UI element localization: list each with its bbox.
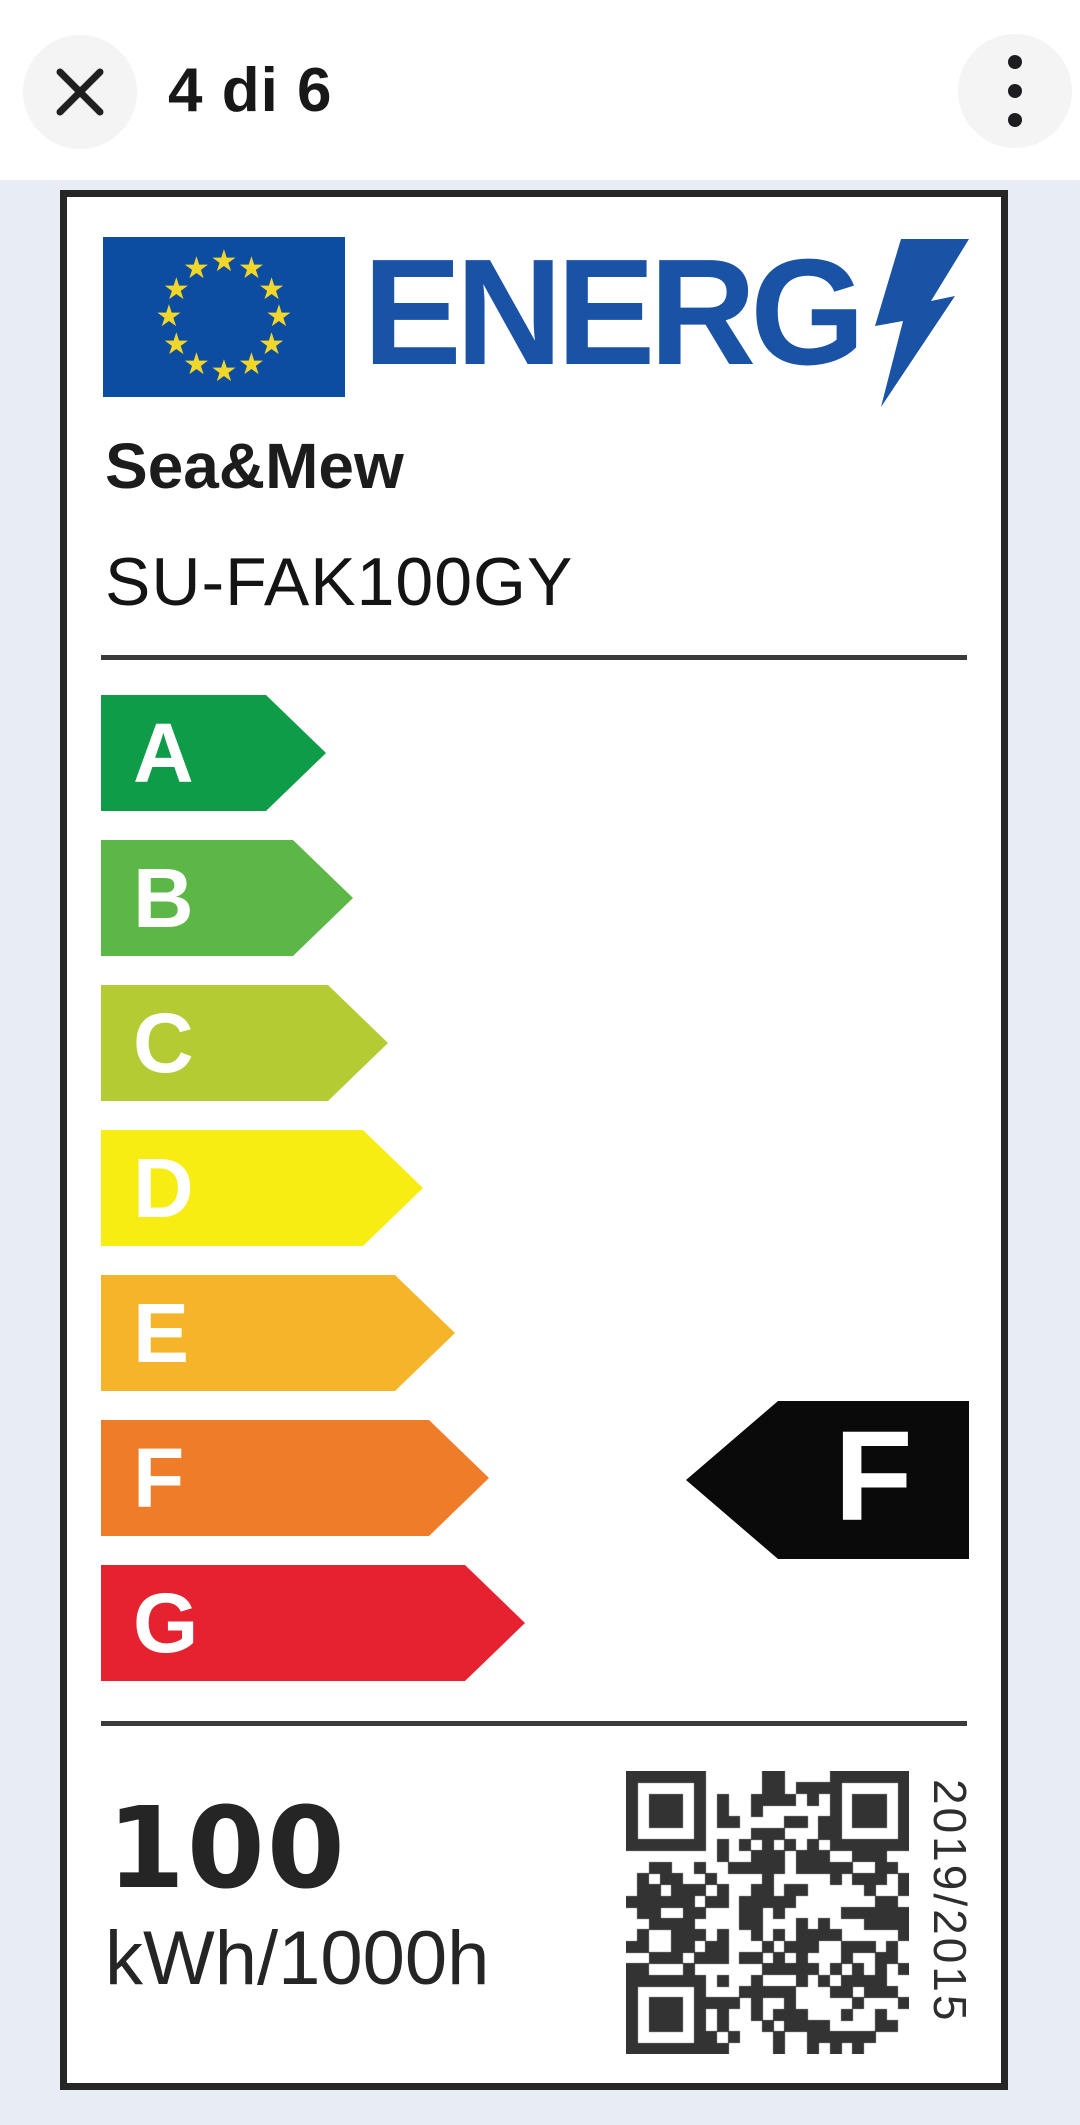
energy-class-row-B: B [101,840,661,956]
eu-flag-star: ★ [183,347,210,381]
divider-bottom [101,1721,967,1726]
image-viewer-header: 4 di 6 [0,0,1080,180]
energ-logo-text: ENERG [363,228,865,397]
divider-top [101,655,967,660]
consumption-unit: kWh/1000h [105,1916,490,2001]
energy-class-arrow-A: A [101,695,326,811]
energy-class-letter: G [133,1576,199,1670]
eu-flag-star: ★ [162,327,190,361]
energy-class-row-D: D [101,1130,661,1246]
eu-flag: ★ ★ ★ ★ ★ ★ ★ ★ ★ ★ ★ ★ [103,237,345,397]
eu-flag-star: ★ [155,300,183,333]
more-options-button[interactable] [958,34,1072,148]
regulation-reference: 2019/2015 [924,1779,976,2024]
qr-code [626,1771,909,2054]
brand-name: Sea&Mew [105,430,404,502]
eu-flag-star: ★ [238,252,265,286]
eu-flag-star: ★ [258,327,286,361]
model-number: SU-FAK100GY [105,544,574,620]
eu-flag-star: ★ [162,272,190,306]
energy-class-row-F: F [101,1420,661,1536]
lightning-bolt-icon [873,239,969,407]
page-counter: 4 di 6 [168,55,333,125]
energy-class-letter: C [133,996,194,1090]
energy-class-row-G: G [101,1565,661,1681]
eu-flag-star: ★ [210,355,238,388]
eu-flag-star: ★ [258,272,286,306]
energy-class-letter: D [133,1141,194,1235]
eu-flag-star: ★ [210,245,238,278]
consumption-value: 100 [107,1784,347,1914]
kebab-menu-icon [1008,55,1022,69]
rating-indicator-arrow: F [686,1401,969,1559]
energy-class-row-C: C [101,985,661,1101]
energy-class-row-E: E [101,1275,661,1391]
energy-class-row-A: A [101,695,661,811]
energy-class-arrow-G: G [101,1565,525,1681]
energy-class-arrow-E: E [101,1275,455,1391]
energy-class-letter: A [133,706,194,800]
product-image-area[interactable]: ★ ★ ★ ★ ★ ★ ★ ★ ★ ★ ★ ★ ENERG Sea&Mew SU-FAK100GY A… [0,180,1080,2125]
close-button[interactable] [23,35,137,149]
eu-flag-star: ★ [183,252,210,286]
energy-class-arrow-D: D [101,1130,423,1246]
eu-flag-star: ★ [238,347,265,381]
energy-class-arrow-B: B [101,840,353,956]
energy-class-letter: F [133,1431,185,1525]
energy-class-arrow-F: F [101,1420,489,1536]
energy-class-arrow-C: C [101,985,388,1101]
rating-letter: F [834,1405,913,1548]
energy-class-letter: B [133,851,194,945]
energy-class-letter: E [133,1286,190,1380]
energy-label-card: ★ ★ ★ ★ ★ ★ ★ ★ ★ ★ ★ ★ ENERG Sea&Mew SU-FAK100GY A… [60,190,1008,2090]
eu-flag-star: ★ [265,300,293,333]
close-icon [48,60,112,124]
